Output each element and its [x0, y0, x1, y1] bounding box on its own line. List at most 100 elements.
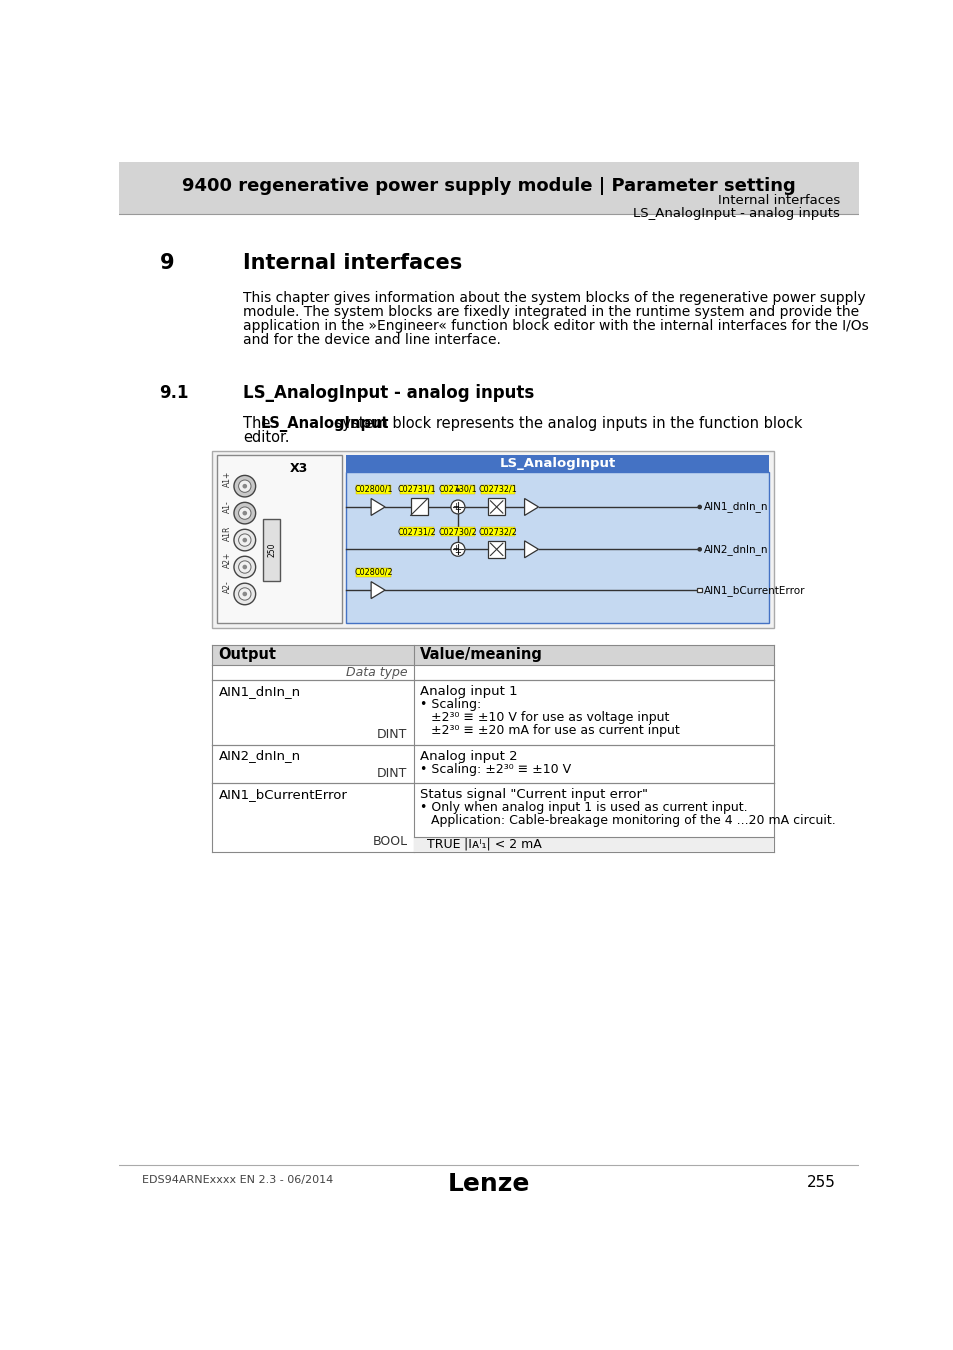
Text: DINT: DINT — [376, 728, 407, 741]
Bar — [356, 485, 390, 494]
Text: A2-: A2- — [223, 580, 232, 594]
Bar — [697, 587, 701, 593]
Text: C02730/1: C02730/1 — [438, 485, 476, 494]
Bar — [488, 498, 505, 516]
Text: Analog input 2: Analog input 2 — [419, 749, 517, 763]
Polygon shape — [524, 498, 537, 516]
Text: Value/meaning: Value/meaning — [419, 647, 542, 663]
Bar — [212, 783, 773, 852]
Text: C02732/2: C02732/2 — [478, 526, 517, 536]
Text: module. The system blocks are fixedly integrated in the runtime system and provi: module. The system blocks are fixedly in… — [243, 305, 859, 319]
Bar — [410, 498, 427, 516]
Bar — [399, 526, 434, 536]
Text: LS_AnalogInput: LS_AnalogInput — [260, 416, 389, 432]
Text: A1R: A1R — [223, 525, 232, 541]
Circle shape — [451, 543, 464, 556]
Text: system block represents the analog inputs in the function block: system block represents the analog input… — [330, 416, 801, 431]
Text: C02800/1: C02800/1 — [354, 485, 393, 494]
Text: C02731/1: C02731/1 — [397, 485, 436, 494]
Text: LS_AnalogInput: LS_AnalogInput — [498, 458, 615, 470]
Circle shape — [233, 502, 255, 524]
Text: AIN2_dnIn_n: AIN2_dnIn_n — [218, 749, 300, 763]
Text: AIN1_dnIn_n: AIN1_dnIn_n — [218, 684, 300, 698]
Circle shape — [238, 508, 251, 520]
Text: LS_AnalogInput - analog inputs: LS_AnalogInput - analog inputs — [243, 383, 534, 402]
Text: ±2³⁰ ≡ ±10 V for use as voltage input: ±2³⁰ ≡ ±10 V for use as voltage input — [431, 711, 668, 724]
Text: 9.1: 9.1 — [159, 383, 189, 402]
Text: This chapter gives information about the system blocks of the regenerative power: This chapter gives information about the… — [243, 292, 865, 305]
Circle shape — [242, 537, 247, 543]
Bar — [212, 645, 773, 664]
Bar — [480, 526, 515, 536]
Text: The: The — [243, 416, 275, 431]
Bar — [488, 541, 505, 558]
Text: 255: 255 — [805, 1176, 835, 1191]
Text: AIN1_dnIn_n: AIN1_dnIn_n — [703, 501, 767, 513]
Circle shape — [242, 591, 247, 597]
Text: A2+: A2+ — [223, 552, 232, 568]
Text: Status signal "Current input error": Status signal "Current input error" — [419, 788, 647, 801]
Bar — [480, 485, 515, 494]
Bar — [216, 455, 342, 624]
Circle shape — [233, 475, 255, 497]
Text: AIN1_bCurrentError: AIN1_bCurrentError — [218, 788, 347, 801]
Text: Analog input 1: Analog input 1 — [419, 684, 517, 698]
Circle shape — [697, 505, 701, 509]
Text: |Iᴀᴵ₁| < 2 mA: |Iᴀᴵ₁| < 2 mA — [464, 838, 541, 850]
Text: +: + — [452, 544, 458, 554]
Text: A1-: A1- — [223, 500, 232, 513]
Bar — [263, 520, 280, 580]
Text: Application: Cable-breakage monitoring of the 4 ...20 mA circuit.: Application: Cable-breakage monitoring o… — [431, 814, 835, 828]
Polygon shape — [371, 582, 385, 598]
Circle shape — [233, 529, 255, 551]
Circle shape — [238, 481, 251, 493]
Polygon shape — [371, 498, 385, 516]
Bar — [212, 680, 773, 745]
Text: C02732/1: C02732/1 — [478, 485, 517, 494]
Bar — [414, 837, 773, 852]
Text: 9400 regenerative power supply module | Parameter setting: 9400 regenerative power supply module | … — [182, 177, 795, 196]
Text: AIN1_bCurrentError: AIN1_bCurrentError — [703, 585, 804, 595]
Text: 250: 250 — [267, 543, 276, 558]
Text: Internal interfaces: Internal interfaces — [243, 252, 462, 273]
Bar — [399, 485, 434, 494]
Text: C02730/2: C02730/2 — [438, 526, 476, 536]
Circle shape — [238, 587, 251, 601]
Text: DINT: DINT — [376, 767, 407, 779]
Text: LS_AnalogInput - analog inputs: LS_AnalogInput - analog inputs — [633, 207, 840, 220]
Circle shape — [238, 560, 251, 574]
Bar — [119, 162, 858, 215]
Circle shape — [242, 483, 247, 489]
Text: X3: X3 — [289, 462, 307, 475]
Text: C02731/2: C02731/2 — [397, 526, 436, 536]
Text: • Only when analog input 1 is used as current input.: • Only when analog input 1 is used as cu… — [419, 801, 747, 814]
Bar — [440, 526, 475, 536]
Bar — [345, 472, 769, 624]
Text: +: + — [452, 502, 458, 510]
Text: Output: Output — [218, 647, 276, 663]
Text: and for the device and line interface.: and for the device and line interface. — [243, 333, 500, 347]
Text: Internal interfaces: Internal interfaces — [717, 194, 840, 208]
Text: ±2³⁰ ≡ ±20 mA for use as current input: ±2³⁰ ≡ ±20 mA for use as current input — [431, 724, 679, 737]
Text: C02800/2: C02800/2 — [354, 568, 393, 576]
Text: A1+: A1+ — [223, 471, 232, 487]
Text: Data type: Data type — [346, 666, 407, 679]
Circle shape — [238, 533, 251, 547]
Bar — [212, 451, 773, 628]
Bar — [212, 745, 773, 783]
Text: editor.: editor. — [243, 429, 290, 446]
Text: • Scaling: ±2³⁰ ≡ ±10 V: • Scaling: ±2³⁰ ≡ ±10 V — [419, 763, 571, 776]
Circle shape — [451, 500, 464, 514]
Text: EDS94ARNExxxx EN 2.3 - 06/2014: EDS94ARNExxxx EN 2.3 - 06/2014 — [142, 1176, 334, 1185]
Polygon shape — [524, 541, 537, 558]
Bar — [356, 568, 390, 576]
Bar — [212, 664, 773, 680]
Text: +: + — [454, 548, 461, 556]
Text: Lenze: Lenze — [447, 1172, 530, 1196]
Text: TRUE: TRUE — [426, 838, 459, 850]
Text: AIN2_dnIn_n: AIN2_dnIn_n — [703, 544, 767, 555]
Circle shape — [233, 583, 255, 605]
Text: 9: 9 — [159, 252, 174, 273]
Text: application in the »Engineer« function block editor with the internal interfaces: application in the »Engineer« function b… — [243, 319, 868, 333]
Circle shape — [242, 510, 247, 516]
